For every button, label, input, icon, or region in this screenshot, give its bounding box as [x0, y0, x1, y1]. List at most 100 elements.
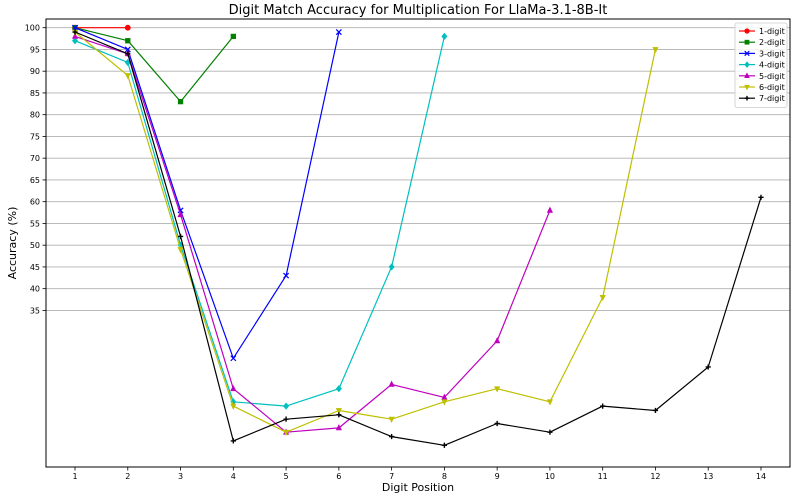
data-point: [177, 247, 184, 254]
y-tick-label: 60: [30, 198, 40, 207]
data-point: [388, 416, 395, 423]
x-tick-label: 10: [545, 472, 555, 481]
data-point: [494, 386, 501, 393]
y-tick-label: 70: [30, 154, 40, 163]
data-point: [547, 429, 553, 435]
data-point: [744, 61, 750, 68]
data-point: [389, 433, 395, 440]
x-tick-label: 8: [442, 472, 447, 481]
x-tick-label: 9: [495, 472, 500, 481]
data-point: [705, 364, 711, 370]
data-point: [335, 424, 342, 431]
data-point: [494, 420, 500, 427]
data-point: [388, 263, 395, 271]
y-tick-label: 50: [30, 241, 40, 250]
legend-label: 1-digit: [759, 27, 785, 36]
x-tick-label: 13: [703, 472, 713, 481]
legend-item: 3-digit: [739, 49, 785, 58]
data-point: [282, 429, 290, 436]
legend-item: 1-digit: [739, 27, 785, 36]
x-tick-label: 7: [389, 472, 394, 481]
legend-item: 2-digit: [739, 38, 785, 47]
data-point: [546, 206, 554, 213]
data-point: [71, 24, 79, 31]
data-point: [72, 37, 79, 45]
data-point: [125, 51, 131, 57]
y-tick-label: 95: [30, 45, 40, 54]
series-line: [74, 27, 234, 103]
data-point: [72, 29, 78, 35]
series-2-digit: [72, 25, 236, 105]
series-6-digit: [71, 29, 659, 436]
legend-label: 3-digit: [759, 49, 785, 58]
series-layer: [71, 24, 764, 448]
data-point: [388, 380, 395, 387]
series-7-digit: [72, 29, 764, 448]
data-point: [230, 438, 236, 444]
legend-label: 4-digit: [759, 61, 785, 70]
data-point: [230, 403, 237, 410]
data-point: [335, 385, 342, 393]
y-tick-label: 80: [30, 111, 40, 120]
x-tick-label: 3: [178, 472, 183, 481]
legend-item: 5-digit: [739, 72, 785, 81]
data-point: [744, 95, 750, 101]
data-point: [230, 33, 236, 40]
data-point: [283, 416, 289, 422]
legend-label: 6-digit: [759, 83, 785, 92]
data-point: [652, 47, 659, 54]
x-tick-label: 2: [125, 472, 130, 481]
data-point: [744, 39, 750, 45]
x-axis-ticks: 1 2 3 4 5 6 7 8 9 10 11 12 13 14: [72, 467, 766, 481]
data-point: [335, 408, 342, 415]
data-point: [177, 233, 184, 240]
data-point: [599, 294, 606, 302]
x-tick-label: 4: [231, 472, 236, 481]
data-point: [283, 402, 290, 410]
y-tick-label: 45: [30, 263, 40, 272]
data-point: [744, 84, 750, 91]
y-tick-label: 65: [30, 176, 40, 185]
y-tick-label: 55: [30, 219, 40, 228]
plot-frame: [45, 18, 791, 468]
data-point: [124, 24, 131, 31]
data-point: [744, 72, 750, 78]
y-tick-label: 85: [30, 89, 40, 98]
data-point: [230, 355, 237, 362]
data-point: [744, 50, 750, 57]
legend-item: 6-digit: [739, 83, 785, 92]
data-point: [441, 32, 448, 40]
data-point: [177, 210, 184, 218]
data-point: [441, 442, 447, 448]
data-point: [758, 194, 764, 200]
data-point: [125, 38, 131, 44]
y-axis-ticks: 35 40 45 50 55 60 65 70 75 80 85 90 95 100: [25, 24, 46, 315]
data-point: [600, 403, 606, 409]
data-point: [230, 384, 237, 392]
x-tick-label: 1: [72, 472, 77, 481]
series-line: [74, 35, 551, 433]
data-point: [652, 407, 659, 414]
legend-label: 2-digit: [759, 38, 785, 47]
y-tick-label: 75: [30, 132, 40, 141]
data-point: [546, 399, 554, 406]
legend: 1-digit 2-digit 3-digit 4-digit 5-digit 6-dig…: [734, 22, 788, 108]
data-point: [124, 46, 131, 53]
chart-title: Digit Match Accuracy for Multiplication …: [229, 3, 608, 18]
series-line: [74, 31, 656, 433]
data-point: [335, 29, 342, 36]
series-line: [74, 27, 340, 359]
legend-label: 7-digit: [759, 94, 785, 103]
y-tick-label: 90: [30, 67, 40, 76]
x-tick-label: 14: [756, 472, 766, 481]
data-point: [336, 412, 342, 418]
data-point: [177, 99, 184, 105]
series-line: [74, 31, 762, 446]
legend-label: 5-digit: [759, 72, 785, 81]
series-line: [74, 36, 445, 407]
series-3-digit: [71, 24, 342, 362]
x-axis-title: Digit Position: [382, 481, 454, 494]
y-axis-title: Accuracy (%): [6, 207, 19, 280]
y-tick-label: 35: [30, 306, 40, 315]
